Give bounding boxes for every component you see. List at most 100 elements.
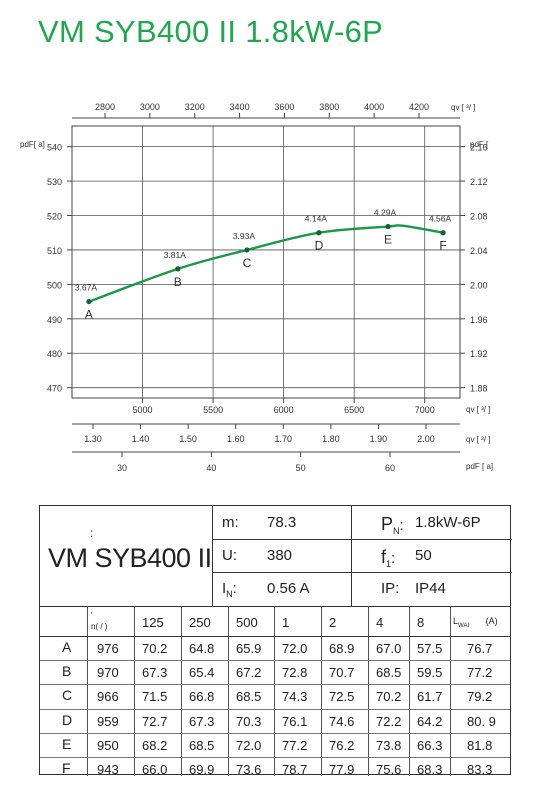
bottom-axis-label: qv [ ³/ ] (466, 405, 490, 414)
row-level-D: 72.7 (142, 713, 168, 729)
frequency-value: 50 (415, 547, 432, 564)
row-level-E: 68.5 (189, 737, 215, 753)
row-level-B: 67.3 (142, 665, 168, 681)
row-level-F: 78.7 (282, 762, 308, 777)
row-speed-C: 966 (97, 689, 119, 705)
row-level-A: 68.9 (329, 641, 355, 656)
operating-point-D (316, 230, 322, 236)
top-tick-label: 4200 (409, 102, 429, 112)
ip-label: IP: (381, 580, 400, 597)
table-col-line (134, 606, 135, 776)
operating-point-E (385, 223, 391, 230)
header-mark: ' (91, 611, 93, 620)
row-level-B: 59.5 (417, 665, 443, 681)
row-label-C: C (62, 687, 73, 704)
point-label-E: E (384, 233, 392, 247)
row-level-B: 72.8 (282, 665, 308, 681)
bottom-axis-3-label: pdF [ a] (466, 462, 493, 471)
row-label-E: E (62, 735, 72, 752)
row-speed-B: 970 (97, 665, 119, 681)
row-lw-A: 76.7 (467, 641, 493, 656)
right-tick-label: 2.04 (470, 246, 488, 256)
row-level-D: 67.3 (189, 713, 215, 729)
model-name: VM SYB400 II (48, 543, 212, 573)
sound-table: ' n( / ) 125 250 500 1 2 4 8 LWAI (A) A 976 70.2 64.8… (40, 606, 510, 777)
top-tick-label: 3600 (274, 102, 294, 112)
row-level-C: 68.5 (236, 689, 262, 705)
right-tick-label: 1.92 (470, 349, 488, 359)
row-level-C: 70.2 (376, 689, 402, 705)
left-tick-label: 540 (47, 143, 62, 153)
operating-point-A (86, 298, 92, 305)
operating-point-C (244, 247, 250, 253)
weight-value: 78.3 (267, 514, 297, 531)
left-tick-label: 470 (47, 384, 62, 394)
current-label-D: 4.14A (305, 214, 328, 224)
row-level-A: 70.2 (142, 641, 168, 656)
row-level-C: 72.5 (329, 689, 355, 705)
bottom-tick-label: 7000 (415, 405, 435, 415)
row-speed-D: 959 (97, 713, 119, 729)
left-tick-label: 510 (47, 246, 62, 256)
table-header-line (40, 636, 510, 637)
bottom-2-tick-label: 1.40 (132, 434, 150, 444)
table-col-line (368, 606, 369, 776)
row-level-A: 57.5 (417, 641, 443, 656)
row-label-F: F (62, 760, 71, 776)
row-level-E: 77.2 (282, 737, 308, 753)
header-lw: LWAI (A) (453, 616, 498, 629)
top-tick-label: 4000 (364, 102, 384, 112)
current-label-B: 3.81A (164, 250, 187, 260)
row-level-D: 76.1 (282, 713, 308, 729)
row-level-D: 70.3 (236, 713, 262, 729)
row-level-E: 72.0 (236, 737, 262, 753)
table-row-line (40, 684, 510, 686)
model-colon: : (90, 526, 94, 540)
row-level-A: 72.0 (282, 641, 308, 656)
row-level-F: 69.9 (189, 762, 215, 777)
header-freq-2: 2 (329, 615, 337, 630)
header-freq-125: 125 (142, 615, 164, 630)
left-tick-label: 520 (47, 212, 62, 222)
top-tick-label: 2800 (95, 102, 115, 112)
bottom-tick-label: 6000 (274, 405, 294, 415)
row-level-E: 73.8 (376, 737, 402, 753)
weight-label: m: (222, 514, 239, 531)
row-label-A: A (62, 639, 72, 655)
table-row-line (40, 708, 510, 710)
bottom-3-tick-label: 30 (117, 463, 127, 473)
bottom-2-tick-label: 1.60 (227, 434, 245, 444)
bottom-2-tick-label: 2.00 (417, 434, 435, 444)
frequency-label: f1: (381, 547, 396, 569)
row-level-A: 65.9 (236, 641, 262, 656)
row-level-F: 75.6 (376, 762, 402, 777)
table-col-line (274, 606, 275, 776)
bottom-2-tick-label: 1.90 (370, 434, 388, 444)
spec-divider (351, 506, 352, 606)
right-tick-label: 2.08 (470, 212, 488, 222)
right-tick-label: 1.96 (470, 315, 488, 325)
table-row-line (40, 757, 510, 758)
plot-frame (71, 125, 461, 399)
operating-point-B (175, 266, 181, 272)
bottom-2-tick-label: 1.50 (179, 434, 197, 444)
row-level-F: 68.3 (417, 762, 443, 777)
row-level-F: 73.6 (236, 762, 262, 777)
bottom-2-tick-label: 1.30 (84, 434, 102, 444)
right-tick-label: 2.12 (470, 177, 488, 187)
bottom-2-tick-label: 1.80 (322, 434, 340, 444)
current-label-E: 4.29A (374, 208, 397, 218)
row-level-C: 74.3 (282, 689, 308, 705)
table-col-line (87, 606, 88, 776)
point-label-D: D (315, 239, 324, 253)
row-level-B: 65.4 (189, 665, 215, 681)
row-speed-F: 943 (97, 762, 119, 777)
row-lw-D: 80. 9 (467, 713, 496, 729)
spec-header: : VM SYB400 II m: 78.3 U: 380 IN: 0.56 A… (40, 506, 512, 607)
top-tick-label: 3800 (319, 102, 339, 112)
table-col-line (450, 606, 451, 776)
right-tick-label: 2.16 (470, 143, 488, 153)
row-label-D: D (62, 711, 73, 728)
left-tick-label: 490 (47, 315, 62, 325)
current-label-F: 4.56A (429, 214, 452, 224)
